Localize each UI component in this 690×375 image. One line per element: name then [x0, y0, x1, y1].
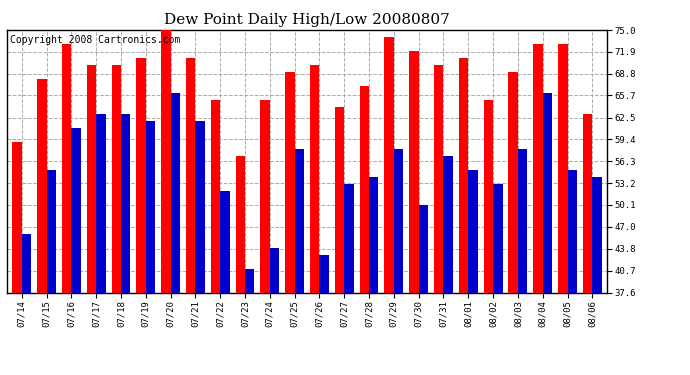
Bar	[558, 44, 567, 292]
Bar	[71, 128, 81, 292]
Bar	[384, 37, 394, 292]
Bar	[518, 149, 527, 292]
Bar	[344, 184, 354, 292]
Bar	[310, 65, 319, 292]
Bar	[47, 170, 56, 292]
Bar	[260, 100, 270, 292]
Bar	[220, 191, 230, 292]
Bar	[195, 121, 205, 292]
Bar	[394, 149, 403, 292]
Title: Dew Point Daily High/Low 20080807: Dew Point Daily High/Low 20080807	[164, 13, 450, 27]
Bar	[359, 86, 369, 292]
Bar	[295, 149, 304, 292]
Bar	[509, 72, 518, 292]
Bar	[270, 248, 279, 292]
Bar	[409, 51, 419, 292]
Bar	[37, 79, 47, 292]
Bar	[96, 114, 106, 292]
Bar	[170, 93, 180, 292]
Bar	[62, 44, 71, 292]
Bar	[211, 100, 220, 292]
Bar	[459, 58, 469, 292]
Text: Copyright 2008 Cartronics.com: Copyright 2008 Cartronics.com	[10, 35, 180, 45]
Bar	[161, 23, 170, 293]
Bar	[419, 206, 428, 292]
Bar	[22, 234, 31, 292]
Bar	[87, 65, 96, 292]
Bar	[335, 107, 344, 292]
Bar	[112, 65, 121, 292]
Bar	[12, 142, 22, 292]
Bar	[186, 58, 195, 292]
Bar	[319, 255, 329, 292]
Bar	[245, 268, 255, 292]
Bar	[121, 114, 130, 292]
Bar	[369, 177, 379, 292]
Bar	[533, 44, 543, 292]
Bar	[434, 65, 444, 292]
Bar	[493, 184, 502, 292]
Bar	[469, 170, 477, 292]
Bar	[592, 177, 602, 292]
Bar	[567, 170, 577, 292]
Bar	[484, 100, 493, 292]
Bar	[543, 93, 552, 292]
Bar	[146, 121, 155, 292]
Bar	[235, 156, 245, 292]
Bar	[285, 72, 295, 292]
Bar	[583, 114, 592, 292]
Bar	[137, 58, 146, 292]
Bar	[444, 156, 453, 292]
